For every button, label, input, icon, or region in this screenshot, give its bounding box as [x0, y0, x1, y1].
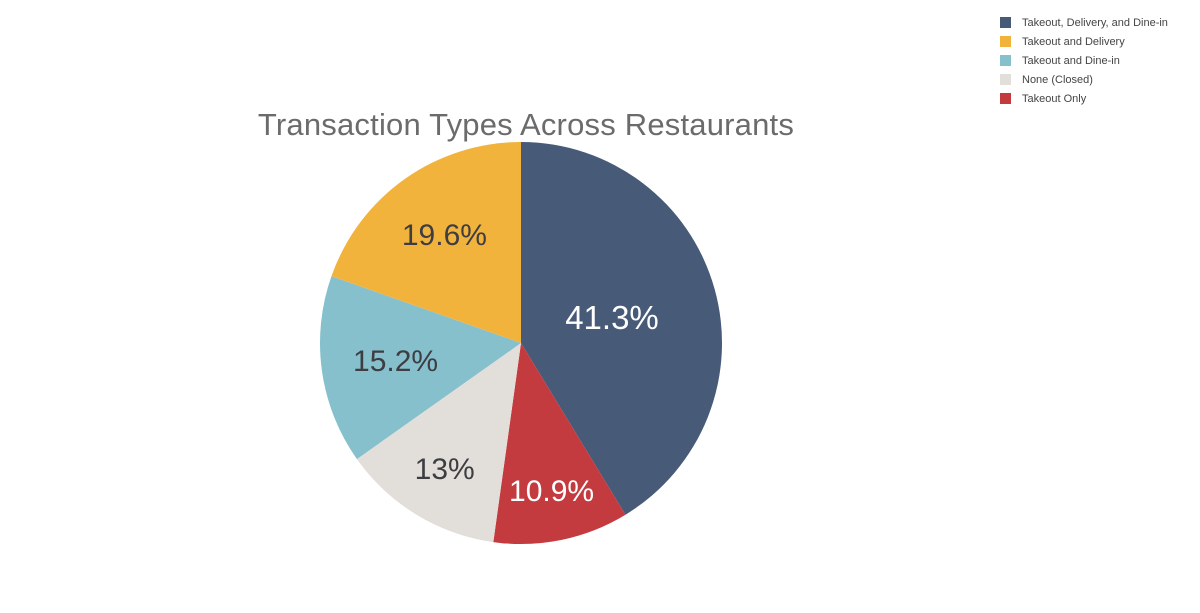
pie-chart: 41.3% 10.9% 13% 15.2% 19.6% — [319, 141, 723, 545]
pie-slice[interactable] — [356, 343, 521, 543]
pie-slice-label: 19.6% — [402, 219, 487, 252]
legend-swatch — [1000, 74, 1011, 85]
legend-swatch — [1000, 93, 1011, 104]
legend-item[interactable]: Takeout Only — [1000, 89, 1168, 108]
legend-label: Takeout and Delivery — [1022, 35, 1125, 48]
pie-slice[interactable] — [493, 343, 626, 544]
pie-slice[interactable] — [521, 142, 722, 515]
legend-item[interactable]: Takeout, Delivery, and Dine-in — [1000, 13, 1168, 32]
legend-label: None (Closed) — [1022, 73, 1093, 86]
legend-item[interactable]: None (Closed) — [1000, 70, 1168, 89]
legend-swatch — [1000, 55, 1011, 66]
pie-svg: 41.3% 10.9% 13% 15.2% 19.6% — [320, 141, 722, 544]
pie-slice[interactable] — [320, 276, 521, 460]
pie-slice-label: 15.2% — [353, 345, 438, 378]
pie-slice-label: 10.9% — [509, 475, 594, 508]
pie-slice-label: 41.3% — [565, 299, 659, 336]
chart-title: Transaction Types Across Restaurants — [257, 107, 795, 142]
legend-swatch — [1000, 17, 1011, 28]
pie-slice-label: 13% — [415, 453, 475, 486]
legend: Takeout, Delivery, and Dine-in Takeout an… — [1000, 13, 1168, 108]
legend-item[interactable]: Takeout and Dine-in — [1000, 51, 1168, 70]
legend-label: Takeout, Delivery, and Dine-in — [1022, 16, 1168, 29]
legend-label: Takeout Only — [1022, 92, 1087, 105]
pie-slice[interactable] — [331, 141, 521, 343]
legend-swatch — [1000, 36, 1011, 47]
legend-item[interactable]: Takeout and Delivery — [1000, 32, 1168, 51]
legend-label: Takeout and Dine-in — [1022, 54, 1120, 67]
